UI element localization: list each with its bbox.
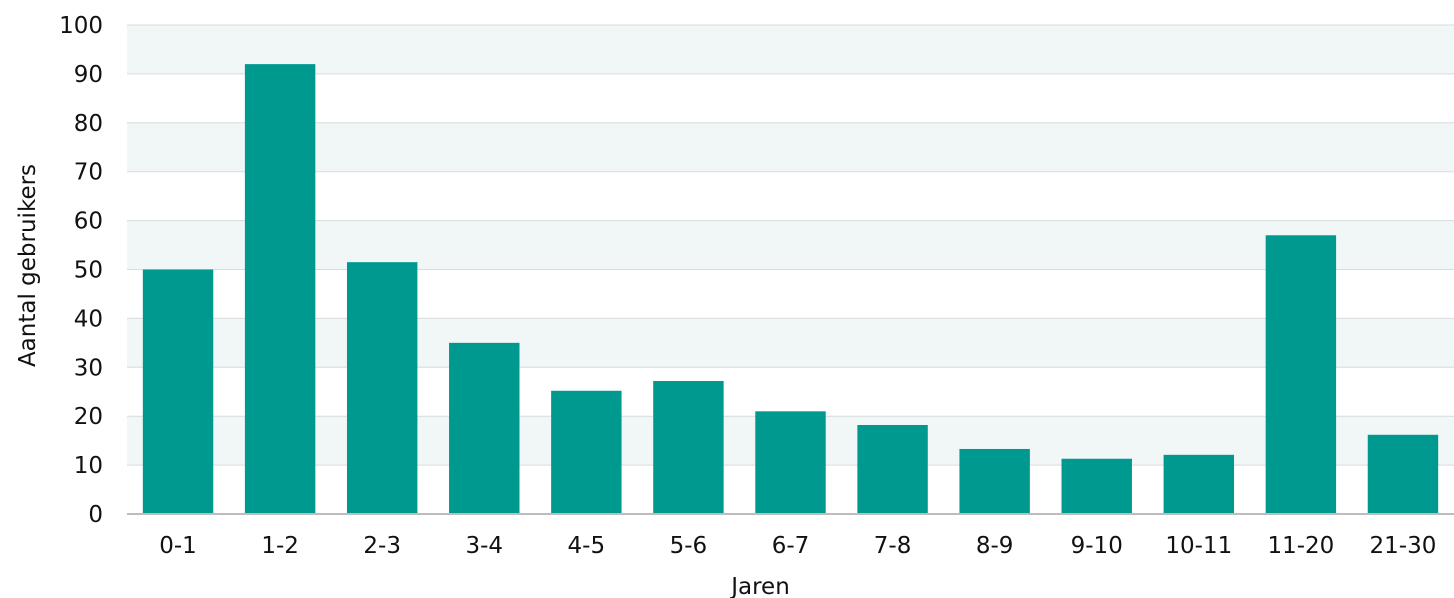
background-bands bbox=[127, 25, 1454, 466]
x-tick-label: 9-10 bbox=[1071, 533, 1123, 559]
y-tick-label: 80 bbox=[74, 111, 103, 137]
y-tick-labels: 0 10 20 30 40 50 60 70 80 90 100 bbox=[59, 13, 103, 528]
x-tick-label: 0-1 bbox=[159, 533, 197, 559]
grid-band bbox=[127, 25, 1454, 74]
bar-2-3 bbox=[346, 262, 418, 514]
bar-10-11 bbox=[1163, 454, 1235, 514]
y-tick-label: 20 bbox=[74, 404, 103, 430]
bar-6-7 bbox=[755, 411, 826, 514]
grid-band bbox=[127, 122, 1454, 172]
bar-5-6 bbox=[653, 380, 724, 514]
x-tick-label: 1-2 bbox=[261, 533, 299, 559]
y-tick-label: 70 bbox=[74, 160, 103, 186]
bars bbox=[142, 64, 1439, 515]
x-tick-label: 2-3 bbox=[363, 533, 401, 559]
x-tick-label: 21-30 bbox=[1370, 533, 1437, 559]
bar-3-4 bbox=[449, 342, 520, 514]
x-tick-label: 11-20 bbox=[1267, 533, 1334, 559]
y-tick-label: 100 bbox=[59, 13, 103, 39]
x-tick-label: 3-4 bbox=[465, 533, 503, 559]
bar-21-30 bbox=[1367, 434, 1439, 514]
grid-band bbox=[127, 220, 1454, 270]
x-tick-label: 10-11 bbox=[1165, 533, 1232, 559]
y-tick-label: 90 bbox=[74, 62, 103, 88]
x-tick-labels: 0-1 1-2 2-3 3-4 4-5 5-6 6-7 7-8 8-9 9-10 10-11 11-2… bbox=[159, 533, 1436, 559]
x-axis-title: Jaren bbox=[729, 574, 790, 598]
bar-0-1 bbox=[142, 269, 214, 514]
x-tick-label: 4-5 bbox=[568, 533, 606, 559]
x-tick-label: 8-9 bbox=[976, 533, 1014, 559]
y-tick-label: 30 bbox=[74, 355, 103, 381]
grid-band bbox=[127, 318, 1454, 368]
bar-1-2 bbox=[244, 64, 316, 515]
y-axis-title: Aantal gebruikers bbox=[15, 164, 41, 367]
bar-4-5 bbox=[551, 390, 622, 514]
bar-11-20 bbox=[1265, 235, 1337, 514]
y-tick-label: 40 bbox=[74, 306, 103, 332]
bar-8-9 bbox=[959, 448, 1030, 514]
y-tick-label: 10 bbox=[74, 453, 103, 479]
bar-7-8 bbox=[857, 425, 928, 514]
y-tick-label: 50 bbox=[74, 258, 103, 284]
y-tick-label: 60 bbox=[74, 209, 103, 235]
x-tick-label: 7-8 bbox=[874, 533, 912, 559]
x-tick-label: 5-6 bbox=[670, 533, 708, 559]
bar-9-10 bbox=[1061, 458, 1132, 514]
x-tick-label: 6-7 bbox=[772, 533, 810, 559]
y-tick-label: 0 bbox=[88, 502, 103, 528]
